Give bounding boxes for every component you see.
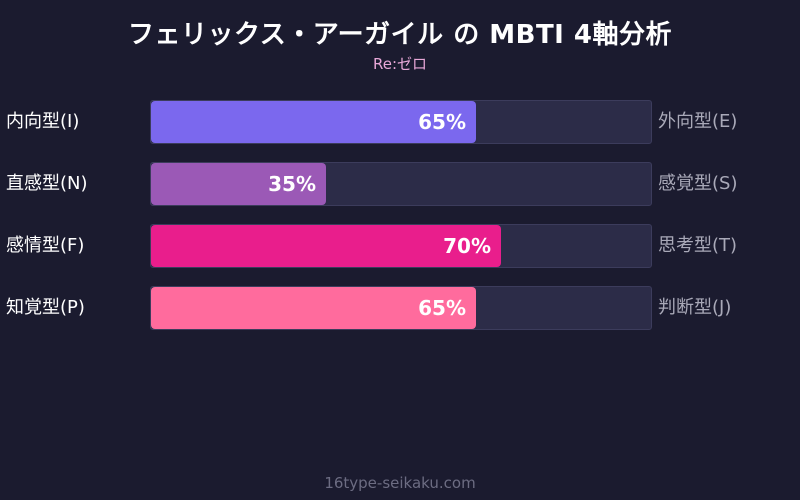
bar-ft: 70% <box>151 225 501 267</box>
left-label-pj: 知覚型(P) <box>6 297 85 318</box>
bar-ie: 65% <box>151 101 476 143</box>
right-label-ie: 外向型(E) <box>658 111 738 132</box>
value-label-ns: 35% <box>268 172 316 196</box>
left-label-ft: 感情型(F) <box>6 235 85 256</box>
bar-ns: 35% <box>151 163 326 205</box>
axis-row-ft: 感情型(F) 70% 思考型(T) <box>0 224 800 268</box>
chart-title: フェリックス・アーガイル の MBTI 4軸分析 <box>127 20 672 50</box>
value-label-ie: 65% <box>418 110 466 134</box>
track-ft: 70% <box>150 224 652 268</box>
track-ns: 35% <box>150 162 652 206</box>
right-label-pj: 判断型(J) <box>658 297 732 318</box>
track-pj: 65% <box>150 286 652 330</box>
left-label-ie: 内向型(I) <box>6 111 80 132</box>
site-footer: 16type-seikaku.com <box>324 474 476 492</box>
axis-row-pj: 知覚型(P) 65% 判断型(J) <box>0 286 800 330</box>
value-label-ft: 70% <box>443 234 491 258</box>
axis-row-ns: 直感型(N) 35% 感覚型(S) <box>0 162 800 206</box>
right-label-ft: 思考型(T) <box>658 235 738 256</box>
track-ie: 65% <box>150 100 652 144</box>
chart-subtitle: Re:ゼロ <box>372 55 428 73</box>
axis-row-ie: 内向型(I) 65% 外向型(E) <box>0 100 800 144</box>
bar-pj: 65% <box>151 287 476 329</box>
right-label-ns: 感覚型(S) <box>658 173 738 194</box>
left-label-ns: 直感型(N) <box>6 173 88 194</box>
value-label-pj: 65% <box>418 296 466 320</box>
